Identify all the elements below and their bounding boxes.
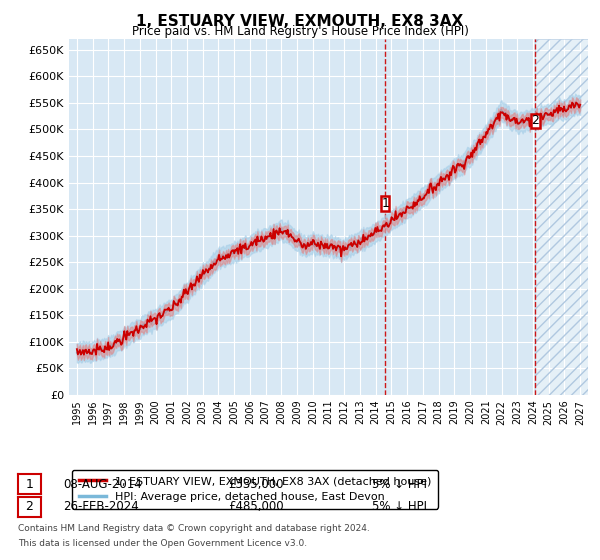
FancyBboxPatch shape — [531, 114, 539, 128]
Text: 08-AUG-2014: 08-AUG-2014 — [63, 478, 142, 491]
Text: 26-FEB-2024: 26-FEB-2024 — [63, 500, 139, 514]
Text: This data is licensed under the Open Government Licence v3.0.: This data is licensed under the Open Gov… — [18, 539, 307, 548]
Text: Contains HM Land Registry data © Crown copyright and database right 2024.: Contains HM Land Registry data © Crown c… — [18, 524, 370, 533]
Text: £335,000: £335,000 — [228, 478, 284, 491]
Bar — [535, 39, 588, 395]
Text: Price paid vs. HM Land Registry's House Price Index (HPI): Price paid vs. HM Land Registry's House … — [131, 25, 469, 38]
Text: £485,000: £485,000 — [228, 500, 284, 514]
Legend: 1, ESTUARY VIEW, EXMOUTH, EX8 3AX (detached house), HPI: Average price, detached: 1, ESTUARY VIEW, EXMOUTH, EX8 3AX (detac… — [72, 470, 439, 508]
FancyBboxPatch shape — [381, 196, 389, 211]
Text: 2: 2 — [532, 114, 539, 128]
Text: 1: 1 — [381, 197, 389, 209]
Text: 5% ↓ HPI: 5% ↓ HPI — [372, 478, 427, 491]
Text: 5% ↓ HPI: 5% ↓ HPI — [372, 500, 427, 514]
Text: 1, ESTUARY VIEW, EXMOUTH, EX8 3AX: 1, ESTUARY VIEW, EXMOUTH, EX8 3AX — [136, 14, 464, 29]
Text: 2: 2 — [25, 500, 34, 514]
Bar — [535, 39, 588, 395]
Text: 1: 1 — [25, 478, 34, 491]
